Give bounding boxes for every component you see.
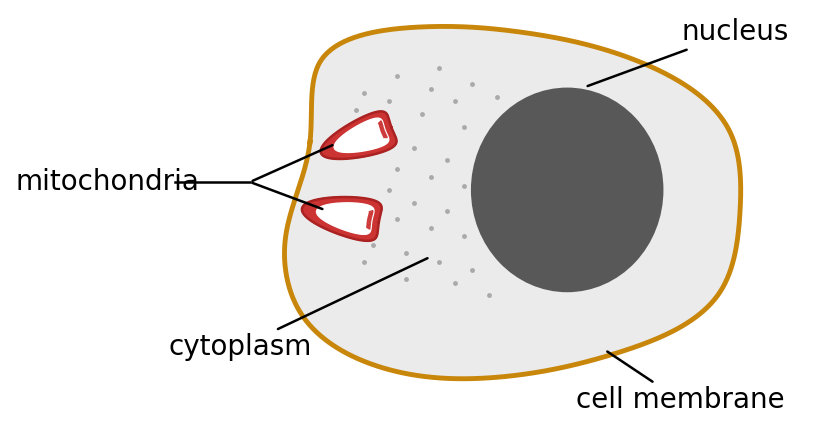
Text: nucleus: nucleus xyxy=(587,18,788,86)
Text: mitochondria: mitochondria xyxy=(15,168,198,196)
Polygon shape xyxy=(367,218,370,221)
Polygon shape xyxy=(366,222,370,225)
Polygon shape xyxy=(368,214,372,217)
Text: cytoplasm: cytoplasm xyxy=(168,258,427,361)
Polygon shape xyxy=(334,118,389,152)
Polygon shape xyxy=(366,225,370,229)
Polygon shape xyxy=(284,27,740,379)
Text: cell membrane: cell membrane xyxy=(575,352,783,414)
Polygon shape xyxy=(383,135,387,138)
Polygon shape xyxy=(316,203,374,234)
Polygon shape xyxy=(378,121,381,125)
Ellipse shape xyxy=(471,89,662,291)
Polygon shape xyxy=(380,127,384,132)
Polygon shape xyxy=(320,111,396,159)
Polygon shape xyxy=(381,131,385,135)
Polygon shape xyxy=(369,211,372,214)
Polygon shape xyxy=(379,124,383,128)
Polygon shape xyxy=(302,197,381,241)
